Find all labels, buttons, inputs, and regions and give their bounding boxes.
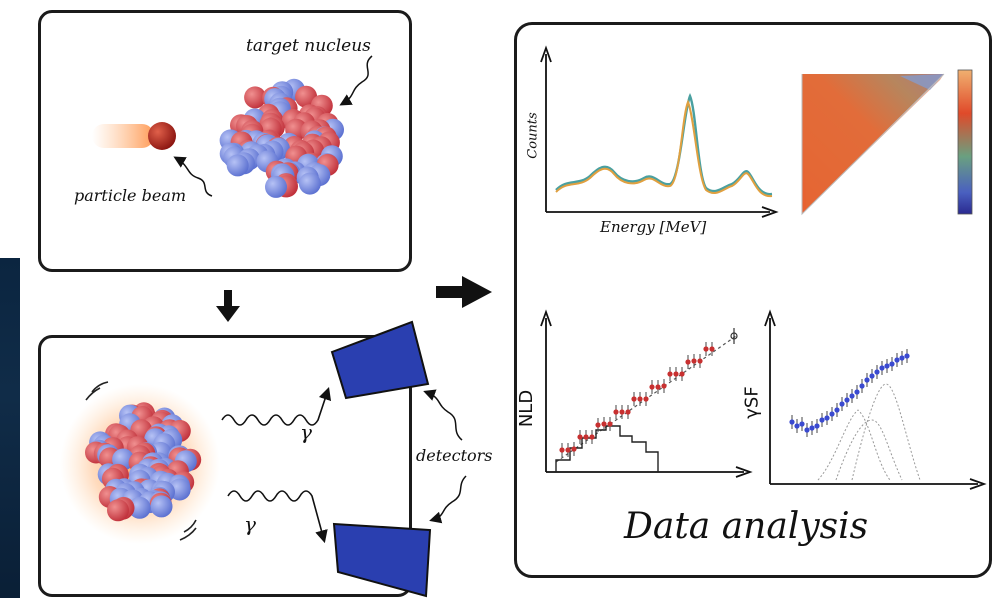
gsf-data-point — [849, 393, 855, 399]
spectrum-curve-orange — [555, 99, 773, 198]
gsf-data-point — [819, 417, 825, 423]
gsf-data-point — [829, 411, 835, 417]
nld-data-point — [661, 383, 667, 389]
nld-data-point — [589, 434, 595, 440]
nld-data-point — [667, 371, 673, 377]
matrix-heatmap — [801, 69, 973, 216]
gsf-data-point — [904, 353, 910, 359]
beam-label-pointer — [173, 156, 213, 197]
detector-lower — [332, 522, 432, 598]
gsf-axes — [764, 309, 987, 490]
gsf-data-point — [794, 423, 800, 429]
gsf-data-point — [889, 361, 895, 367]
gsf-data-points — [789, 349, 910, 437]
neutron — [128, 496, 151, 519]
nld-data-point — [565, 447, 571, 453]
nld-extrapolation-point — [730, 328, 738, 344]
space-background-strip — [0, 258, 20, 598]
nld-data-point — [709, 346, 715, 352]
proton — [244, 86, 267, 109]
neutron — [298, 172, 321, 195]
nld-data-point — [571, 446, 577, 452]
detector-upper — [330, 320, 430, 400]
detectors-label-pointer-lower — [429, 475, 467, 524]
nld-data-point — [595, 422, 601, 428]
gsf-resonance-components — [817, 383, 921, 481]
neutron — [150, 495, 173, 518]
nld-data-point — [619, 409, 625, 415]
target-nucleus-label: target nucleus — [246, 36, 371, 56]
nld-data-point — [601, 421, 607, 427]
proton — [107, 499, 129, 522]
nld-data-point — [685, 359, 691, 365]
nld-data-point — [643, 396, 649, 402]
target-label-pointer — [339, 55, 373, 106]
neutron — [265, 175, 287, 198]
gsf-data-point — [859, 383, 865, 389]
gamma-ray-2 — [227, 490, 328, 544]
gsf-data-point — [864, 377, 870, 383]
gamma-label-lower: γ — [244, 512, 256, 536]
nld-data-point — [679, 371, 685, 377]
nld-data-point — [559, 447, 565, 453]
particle-beam — [92, 122, 176, 150]
excited-nucleus — [85, 402, 202, 522]
nld-data-point — [625, 409, 631, 415]
spectrum-axes — [540, 45, 779, 218]
gsf-data-point — [869, 373, 875, 379]
gsf-data-point — [804, 427, 810, 433]
gsf-data-point — [899, 355, 905, 361]
nld-level-histogram — [555, 425, 659, 472]
nld-data-point — [577, 434, 583, 440]
nld-data-point — [607, 421, 613, 427]
gamma-ray-1 — [221, 386, 332, 426]
down-arrow — [216, 290, 240, 322]
nld-data-point — [697, 358, 703, 364]
gsf-ylabel: γSF — [741, 386, 763, 419]
nld-data-point — [613, 409, 619, 415]
detectors-label: detectors — [416, 446, 493, 465]
detectors-label-pointer-upper — [423, 389, 463, 441]
gsf-data-point — [789, 419, 795, 425]
nld-axes — [540, 309, 753, 478]
target-nucleus — [219, 78, 344, 198]
nld-ylabel: NLD — [516, 389, 538, 428]
nld-data-point — [655, 384, 661, 390]
gsf-data-point — [814, 423, 820, 429]
nld-data-point — [649, 384, 655, 390]
neutron — [226, 154, 249, 177]
nld-data-point — [703, 346, 709, 352]
nld-data-point — [673, 371, 679, 377]
nld-data-points — [559, 342, 715, 457]
right-arrow — [436, 276, 492, 308]
vibration-lines — [85, 381, 197, 541]
gsf-data-point — [879, 365, 885, 371]
gsf-data-point — [844, 397, 850, 403]
nld-data-point — [631, 396, 637, 402]
gsf-data-point — [884, 363, 890, 369]
spectrum-xlabel: Energy [MeV] — [600, 218, 707, 236]
gsf-data-point — [874, 369, 880, 375]
nld-data-point — [691, 358, 697, 364]
nld-data-point — [583, 434, 589, 440]
gamma-label-upper: γ — [300, 420, 312, 444]
gsf-data-point — [854, 389, 860, 395]
data-analysis-panel — [514, 22, 992, 578]
gsf-data-point — [839, 401, 845, 407]
spectrum-ylabel: Counts — [525, 112, 541, 159]
nld-data-point — [637, 396, 643, 402]
gsf-data-point — [809, 425, 815, 431]
particle-beam-label: particle beam — [74, 186, 187, 205]
gsf-data-point — [834, 407, 840, 413]
data-analysis-caption: Data analysis — [624, 506, 869, 547]
gsf-data-point — [894, 357, 900, 363]
gsf-data-point — [799, 421, 805, 427]
gsf-data-point — [824, 415, 830, 421]
